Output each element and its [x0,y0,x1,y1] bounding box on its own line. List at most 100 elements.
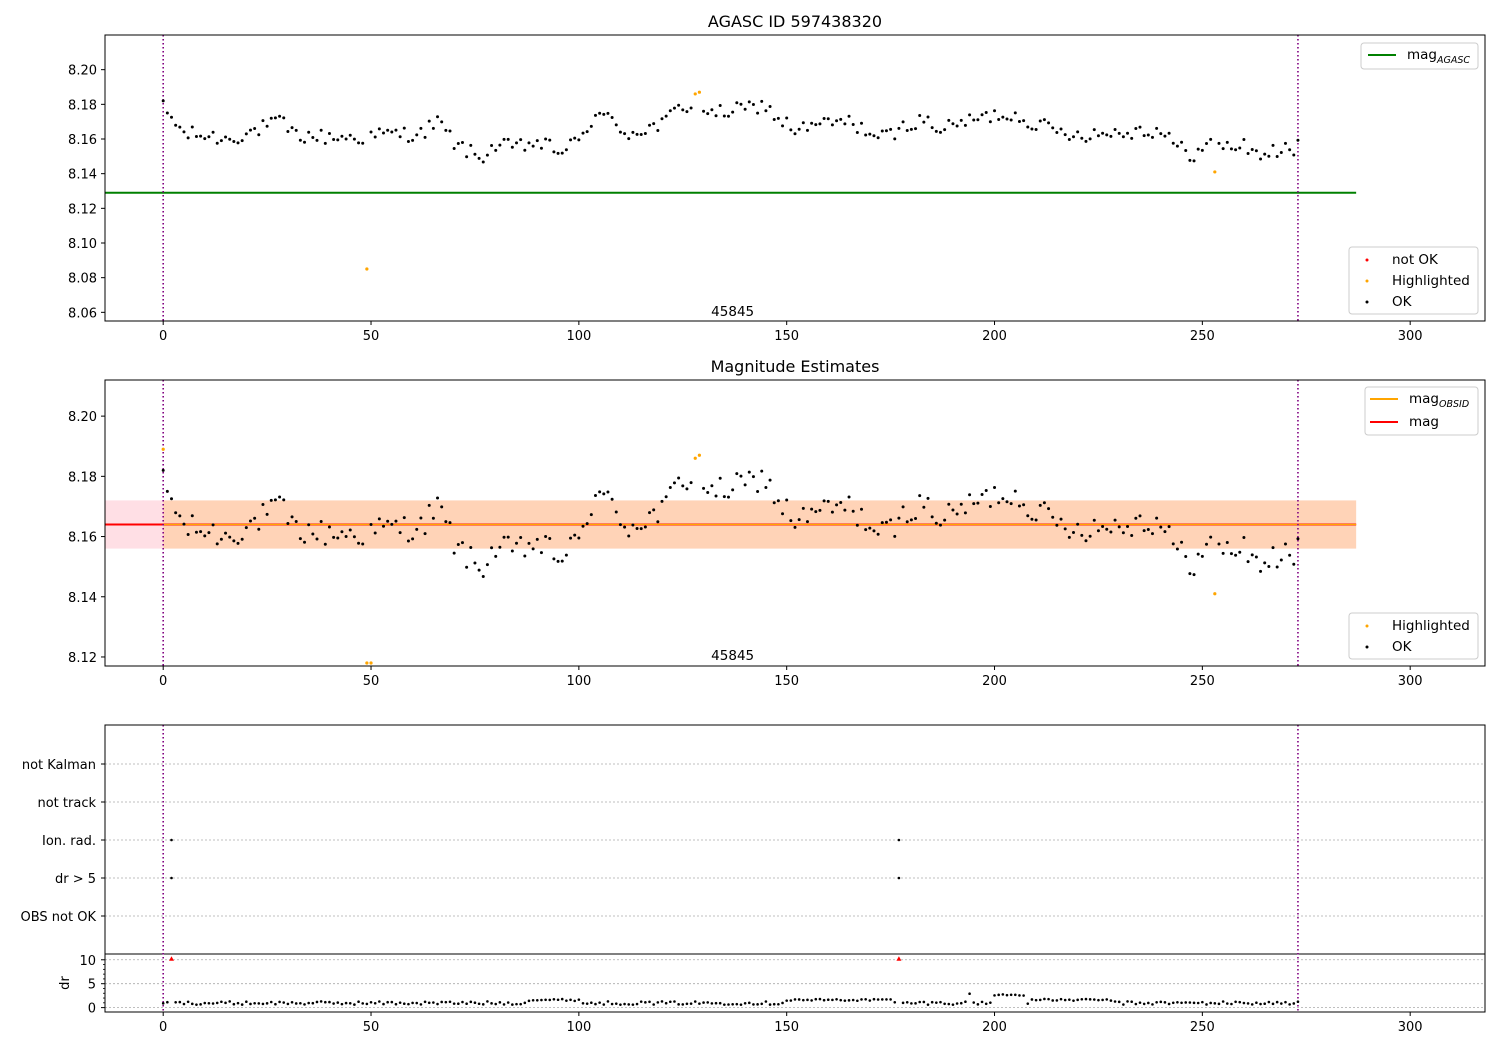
ok-point [569,138,573,142]
ok-point [219,139,223,143]
dr-point [648,1000,651,1004]
flag-point [897,838,901,842]
ok-point [1142,529,1146,533]
dr-point [190,1002,194,1006]
ok-point [573,136,577,140]
ok-point [510,145,514,149]
dr-point [1250,1003,1254,1006]
dr-point [743,1002,747,1005]
ok-point [722,114,726,118]
ok-point [427,119,431,123]
dr-point [195,1003,198,1006]
ok-point [764,485,768,489]
ok-point [1184,148,1188,152]
dr-point [889,998,892,1001]
dr-point [1292,1002,1296,1005]
ok-point [839,500,843,504]
ok-point [1121,135,1125,139]
dr-point [1009,993,1013,997]
ok-point [934,521,938,525]
dr-point [257,1002,261,1005]
legend-label-not-ok: not OK [1392,252,1439,268]
ok-point [278,114,282,118]
ok-point [797,127,801,131]
ok-point [889,127,893,131]
ok-point [764,109,768,113]
ok-point [1263,152,1267,156]
dr-point [885,998,888,1001]
ok-point [984,489,988,493]
ok-point [714,114,718,118]
dr-point [752,1003,755,1006]
ok-point [448,521,452,525]
ok-point [947,118,951,122]
ok-point [627,137,631,141]
ok-point [253,126,257,130]
ok-point [772,501,776,505]
ok-point [793,525,797,529]
ok-point [402,126,406,130]
ok-point [618,523,622,527]
ok-point [523,148,527,152]
ok-point [265,512,269,516]
dr-point [353,1003,356,1006]
ok-point [224,135,228,139]
ok-point [423,532,427,536]
ok-point [307,523,311,527]
ok-point [186,136,190,140]
dr-point [1184,1001,1188,1004]
ok-point [926,115,930,119]
dr-point [901,1001,905,1005]
ok-point [993,486,997,490]
ok-point [602,112,606,116]
dr-point [1238,1000,1242,1004]
dr-point [1242,1001,1246,1005]
ok-point [589,513,593,517]
ok-point [1180,540,1184,544]
ok-point [194,530,198,534]
ok-point [702,486,706,490]
legend-label-highlighted: Highlighted [1392,618,1470,634]
dr-point [835,997,838,1001]
dr-point [1167,1002,1171,1006]
dr-point [1188,1001,1192,1004]
ok-point [406,140,410,144]
ok-point [286,129,290,133]
ok-point [535,537,539,541]
dr-point [215,1001,219,1005]
ok-point [672,481,676,485]
ok-point [1121,531,1125,535]
ok-point [830,123,834,127]
dr-point [764,1000,768,1003]
ok-point [1150,532,1154,536]
ok-point [980,113,984,117]
ok-point [814,123,818,127]
dr-point [843,999,847,1002]
dr-point [623,1002,626,1006]
ok-point [681,108,685,112]
ok-point [390,130,394,134]
ok-point [1138,514,1142,518]
y-tick-label: 8.14 [68,168,97,183]
ok-point [1288,553,1292,557]
ok-point [959,118,963,122]
dr-point [739,1003,743,1006]
ok-point [1159,132,1163,136]
ok-point [1026,514,1030,518]
ok-point [652,122,656,126]
ok-point [855,130,859,134]
ok-point [884,129,888,133]
dr-point [336,1001,340,1004]
dr-point [1038,998,1042,1002]
ok-point [465,565,469,569]
ok-point [830,510,834,514]
dr-point [515,1002,518,1006]
dr-point [552,997,556,1001]
ok-point [1009,502,1013,506]
ok-point [1192,573,1196,577]
ok-point [664,495,668,499]
ok-point [1221,147,1225,151]
ok-point [826,117,830,121]
ok-point [1242,138,1246,142]
ok-point [477,568,481,572]
